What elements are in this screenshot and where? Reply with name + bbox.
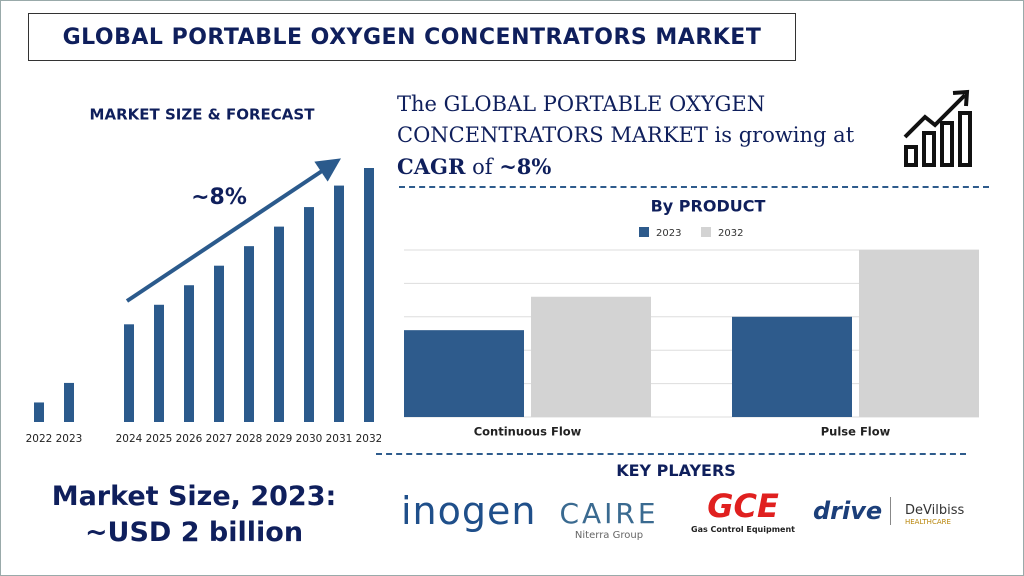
x-tick-label: 2031 bbox=[326, 433, 353, 445]
annotation: ~8% bbox=[191, 185, 247, 210]
headline-rate: ~8% bbox=[499, 154, 552, 179]
divider bbox=[399, 186, 989, 188]
x-tick-label: 2025 bbox=[146, 433, 173, 445]
market-size-value: ~USD 2 billion bbox=[84, 517, 304, 548]
bar bbox=[364, 168, 374, 422]
logo-name: GCE bbox=[707, 487, 779, 525]
x-tick-label: 2032 bbox=[356, 433, 381, 445]
page-title: GLOBAL PORTABLE OXYGEN CONCENTRATORS MAR… bbox=[28, 13, 796, 61]
bar bbox=[274, 226, 284, 422]
market-size: Market Size, 2023: ~USD 2 billion bbox=[23, 479, 365, 551]
x-tick-label: 2023 bbox=[56, 433, 83, 445]
legend-swatch bbox=[701, 227, 711, 237]
legend-label: 2032 bbox=[718, 228, 743, 239]
logo: inogen bbox=[401, 489, 537, 533]
bar bbox=[214, 265, 224, 422]
logo-name: DeVilbiss bbox=[905, 503, 965, 518]
headline-text: The GLOBAL PORTABLE OXYGEN CONCENTRATORS… bbox=[397, 92, 855, 147]
trend-arrow bbox=[125, 158, 341, 303]
bar bbox=[859, 250, 979, 417]
x-tick-label: 2030 bbox=[296, 433, 323, 445]
bar bbox=[64, 382, 74, 422]
logo-name: CAIRE bbox=[559, 497, 659, 530]
x-tick-label: 2026 bbox=[176, 433, 203, 445]
logo-sub: Gas Control Equipment bbox=[691, 525, 796, 534]
legend-label: 2023 bbox=[656, 228, 681, 239]
logo: DeVilbiss HEALTHCARE bbox=[905, 503, 964, 526]
bar bbox=[244, 246, 254, 422]
logo-sub: HEALTHCARE bbox=[905, 518, 951, 526]
bar bbox=[154, 304, 164, 422]
bar bbox=[404, 330, 524, 417]
logo: CAIRE Niterra Group bbox=[557, 497, 661, 541]
headline-of: of bbox=[472, 155, 493, 179]
headline: The GLOBAL PORTABLE OXYGEN CONCENTRATORS… bbox=[397, 89, 897, 183]
x-tick-label: 2022 bbox=[26, 433, 53, 445]
chart-title: MARKET SIZE & FORECAST bbox=[90, 106, 316, 124]
divider bbox=[376, 453, 966, 455]
bar bbox=[124, 324, 134, 422]
logo: GCE Gas Control Equipment bbox=[691, 487, 795, 534]
bar bbox=[732, 316, 852, 417]
chart-title: By PRODUCT bbox=[651, 197, 766, 216]
growth-icon bbox=[903, 89, 972, 167]
key-players-title: KEY PLAYERS bbox=[616, 461, 736, 480]
x-tick-label: 2028 bbox=[236, 433, 263, 445]
market-size-label: Market Size, 2023: bbox=[51, 481, 337, 512]
bar bbox=[531, 296, 651, 417]
headline-cagr: CAGR bbox=[397, 154, 466, 179]
legend-swatch bbox=[639, 227, 649, 237]
bar bbox=[334, 185, 344, 422]
bar bbox=[34, 402, 44, 422]
product-chart: By PRODUCT 2023 2032 Continuous Flow Pulse F… bbox=[404, 197, 979, 439]
logo-sub: Niterra Group bbox=[574, 530, 644, 541]
bar bbox=[304, 207, 314, 422]
logo: drive bbox=[813, 497, 892, 525]
x-tick-label: 2024 bbox=[116, 433, 143, 445]
x-tick-label: Continuous Flow bbox=[474, 425, 582, 439]
x-tick-label: 2029 bbox=[266, 433, 293, 445]
x-tick-label: Pulse Flow bbox=[821, 425, 891, 439]
bar bbox=[184, 285, 194, 422]
x-tick-label: 2027 bbox=[206, 433, 233, 445]
